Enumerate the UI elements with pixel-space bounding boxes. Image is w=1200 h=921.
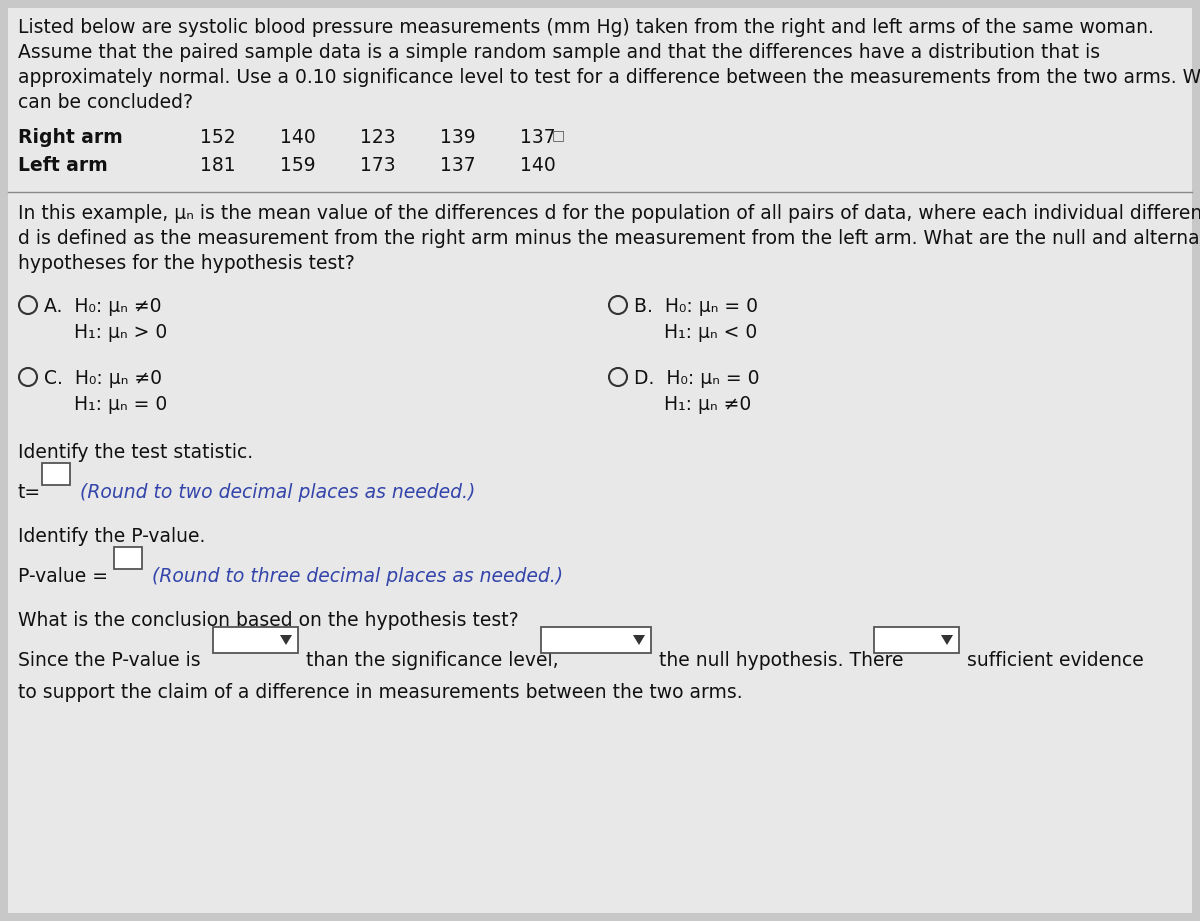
Text: Assume that the paired sample data is a simple random sample and that the differ: Assume that the paired sample data is a … [18, 43, 1100, 62]
Text: 139: 139 [440, 128, 475, 147]
FancyBboxPatch shape [874, 627, 959, 653]
FancyBboxPatch shape [114, 547, 142, 569]
FancyBboxPatch shape [541, 627, 650, 653]
Text: H₁: μₙ ≠0: H₁: μₙ ≠0 [634, 395, 751, 414]
Polygon shape [634, 635, 646, 645]
Text: What is the conclusion based on the hypothesis test?: What is the conclusion based on the hypo… [18, 611, 518, 630]
Text: sufficient evidence: sufficient evidence [967, 651, 1144, 670]
Text: Left arm: Left arm [18, 156, 108, 175]
Text: (Round to three decimal places as needed.): (Round to three decimal places as needed… [146, 567, 563, 586]
Text: than the significance level,: than the significance level, [306, 651, 559, 670]
FancyBboxPatch shape [214, 627, 298, 653]
Text: Right arm: Right arm [18, 128, 122, 147]
Text: H₁: μₙ > 0: H₁: μₙ > 0 [44, 323, 167, 342]
Text: □: □ [552, 128, 565, 142]
Text: Identify the test statistic.: Identify the test statistic. [18, 443, 253, 462]
Text: 181: 181 [200, 156, 235, 175]
Text: to support the claim of a difference in measurements between the two arms.: to support the claim of a difference in … [18, 683, 743, 702]
Text: 140: 140 [280, 128, 316, 147]
Text: 137: 137 [440, 156, 475, 175]
Text: A.  H₀: μₙ ≠0: A. H₀: μₙ ≠0 [44, 297, 162, 316]
Text: Identify the P-value.: Identify the P-value. [18, 527, 205, 546]
Text: H₁: μₙ = 0: H₁: μₙ = 0 [44, 395, 167, 414]
Text: 159: 159 [280, 156, 316, 175]
Text: d is defined as the measurement from the right arm minus the measurement from th: d is defined as the measurement from the… [18, 229, 1200, 248]
FancyBboxPatch shape [42, 463, 70, 485]
Text: In this example, μₙ is the mean value of the differences d for the population of: In this example, μₙ is the mean value of… [18, 204, 1200, 223]
Text: the null hypothesis. There: the null hypothesis. There [659, 651, 904, 670]
Text: 140: 140 [520, 156, 556, 175]
Text: hypotheses for the hypothesis test?: hypotheses for the hypothesis test? [18, 254, 355, 273]
Polygon shape [280, 635, 292, 645]
Text: 123: 123 [360, 128, 396, 147]
Text: P-value =: P-value = [18, 567, 108, 586]
Text: can be concluded?: can be concluded? [18, 93, 193, 112]
Text: approximately normal. Use a 0.10 significance level to test for a difference bet: approximately normal. Use a 0.10 signifi… [18, 68, 1200, 87]
Text: D.  H₀: μₙ = 0: D. H₀: μₙ = 0 [634, 369, 760, 388]
Text: Since the P-value is: Since the P-value is [18, 651, 200, 670]
Text: 173: 173 [360, 156, 396, 175]
Text: H₁: μₙ < 0: H₁: μₙ < 0 [634, 323, 757, 342]
FancyBboxPatch shape [8, 8, 1192, 913]
Text: C.  H₀: μₙ ≠0: C. H₀: μₙ ≠0 [44, 369, 162, 388]
Polygon shape [941, 635, 953, 645]
Text: t=: t= [18, 483, 41, 502]
Text: B.  H₀: μₙ = 0: B. H₀: μₙ = 0 [634, 297, 758, 316]
Text: 152: 152 [200, 128, 235, 147]
Text: 137: 137 [520, 128, 556, 147]
Text: (Round to two decimal places as needed.): (Round to two decimal places as needed.) [74, 483, 475, 502]
Text: Listed below are systolic blood pressure measurements (mm Hg) taken from the rig: Listed below are systolic blood pressure… [18, 18, 1154, 37]
